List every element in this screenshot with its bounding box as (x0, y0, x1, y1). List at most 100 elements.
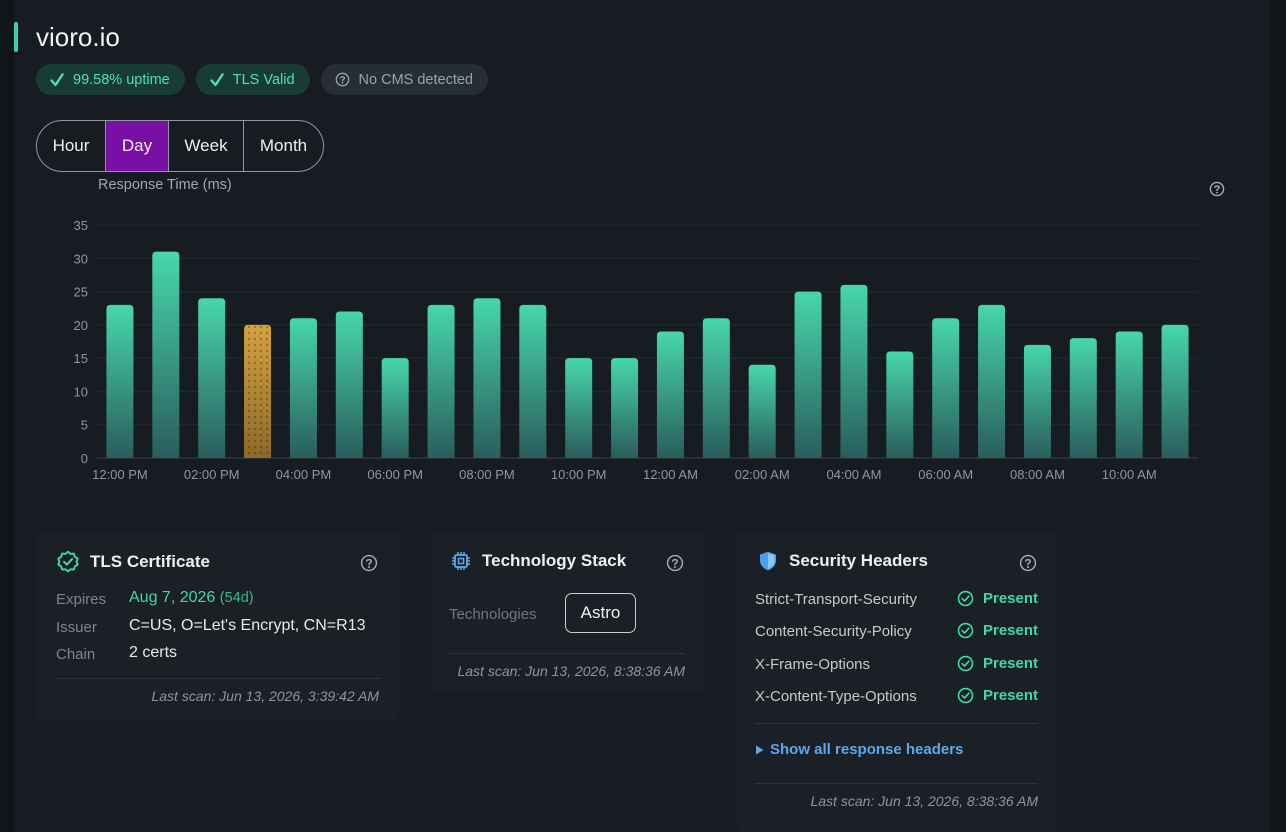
header-status-label: Present (983, 687, 1039, 704)
chart-bar[interactable] (565, 358, 593, 458)
check-circle-icon (957, 655, 974, 672)
chain-value: 2 certs (129, 644, 178, 661)
header-status-label: Present (983, 590, 1039, 607)
chart-bar[interactable] (106, 304, 134, 458)
header-status-xcto: Present (957, 687, 1038, 704)
chart-bar[interactable] (886, 351, 914, 458)
tech-card-title: Technology Stack (482, 551, 627, 570)
chart-bar-highlight-shade (244, 324, 272, 458)
expires-label: Expires (56, 591, 107, 608)
check-icon (210, 72, 224, 86)
chart-bar[interactable] (1069, 338, 1097, 458)
check-circle-icon (957, 687, 974, 704)
x-tick-label: 04:00 AM (826, 467, 881, 482)
show-all-headers-toggle[interactable]: Show all response headers (755, 741, 963, 758)
x-tick-label: 10:00 AM (1102, 467, 1157, 482)
chart-bar[interactable] (381, 358, 409, 458)
tech-card-header: Technology Stack (450, 550, 626, 572)
x-tick-label: 08:00 PM (459, 467, 515, 482)
header-status-label: Present (983, 622, 1039, 639)
chart-bar[interactable] (289, 318, 317, 458)
security-card-title: Security Headers (789, 551, 928, 570)
tls-card-title: TLS Certificate (90, 552, 210, 571)
y-tick-label: 35 (74, 218, 88, 233)
chip-icon (452, 552, 470, 570)
y-tick-label: 15 (74, 351, 88, 366)
y-tick-label: 25 (74, 285, 88, 300)
security-help-icon[interactable] (1019, 554, 1037, 572)
header-name-xfo: X-Frame-Options (755, 656, 871, 673)
chart-bar[interactable] (840, 284, 868, 458)
y-tick-label: 10 (74, 384, 88, 399)
tab-day[interactable]: Day (105, 121, 168, 171)
tls-card-header: TLS Certificate (56, 550, 210, 574)
cms-badge-label: No CMS detected (358, 71, 473, 88)
header-name-csp: Content-Security-Policy (755, 623, 912, 640)
tls-badge: TLS Valid (195, 64, 310, 95)
technology-stack-card (431, 532, 704, 692)
tech-divider (449, 653, 685, 654)
chain-label: Chain (56, 646, 96, 663)
security-divider-top (755, 723, 1038, 724)
chart-bar[interactable] (748, 364, 776, 458)
cms-badge: No CMS detected (320, 64, 488, 95)
x-tick-label: 02:00 PM (184, 467, 240, 482)
expires-value-group: Aug 7, 2026 (54d) (129, 589, 254, 607)
chart-help-icon[interactable] (1209, 181, 1225, 197)
security-card-header: Security Headers (757, 550, 928, 572)
header-name-hsts: Strict-Transport-Security (755, 591, 917, 608)
response-time-chart: 0 5 10 15 20 25 30 35 12:00 PM 02:00 PM 04:00 PM 0… (74, 218, 1198, 482)
question-circle-icon (335, 72, 349, 87)
chart-bar[interactable] (335, 311, 363, 458)
chart-bar[interactable] (794, 291, 822, 458)
chart-bar[interactable] (702, 318, 730, 458)
tech-help-icon[interactable] (666, 554, 684, 572)
tls-help-icon[interactable] (360, 554, 378, 572)
header-status-label: Present (983, 655, 1039, 672)
expires-value: Aug 7, 2026 (129, 589, 216, 606)
header-name-xcto: X-Content-Type-Options (755, 688, 917, 705)
x-tick-label: 06:00 AM (918, 467, 973, 482)
tab-month[interactable]: Month (243, 121, 323, 171)
chart-bar[interactable] (1023, 344, 1051, 458)
chart-bar[interactable] (198, 298, 226, 458)
chart-bar[interactable] (1115, 331, 1143, 458)
check-circle-icon (957, 622, 974, 639)
y-tick-label: 0 (81, 451, 88, 466)
header-status-hsts: Present (957, 590, 1038, 607)
uptime-badge: 99.58% uptime (36, 64, 185, 95)
x-tick-label: 08:00 AM (1010, 467, 1065, 482)
chart-bar[interactable] (152, 251, 180, 458)
range-selector: Hour Day Week Month (36, 120, 324, 172)
chart-bar[interactable] (611, 358, 639, 458)
security-headers-card (737, 532, 1057, 832)
title-accent-bar (14, 22, 18, 52)
tls-divider (56, 678, 381, 679)
chart-bar[interactable] (473, 298, 501, 458)
x-tick-label: 06:00 PM (367, 467, 423, 482)
tls-badge-label: TLS Valid (232, 71, 295, 88)
issuer-value: C=US, O=Let's Encrypt, CN=R13 (129, 617, 366, 634)
tech-pill-astro[interactable]: Astro (565, 593, 636, 633)
status-badges: 99.58% uptime TLS Valid No CMS detected (36, 64, 488, 95)
chart-bar[interactable] (656, 331, 684, 458)
security-last-scan: Last scan: Jun 13, 2026, 8:38:36 AM (810, 793, 1038, 809)
tab-week[interactable]: Week (168, 121, 243, 171)
verified-badge-icon (57, 550, 79, 573)
chart-bar[interactable] (932, 318, 960, 458)
tab-hour[interactable]: Hour (52, 136, 90, 155)
uptime-badge-label: 99.58% uptime (73, 71, 170, 88)
y-tick-label: 20 (74, 318, 88, 333)
chart-bar[interactable] (1161, 324, 1189, 458)
chart-bar[interactable] (519, 304, 547, 458)
y-tick-label: 5 (81, 418, 88, 433)
show-all-headers-label: Show all response headers (770, 741, 964, 758)
tls-certificate-card (37, 532, 399, 720)
header-status-csp: Present (957, 622, 1038, 639)
security-divider-bottom (755, 783, 1038, 784)
x-tick-label: 02:00 AM (735, 467, 790, 482)
tls-last-scan: Last scan: Jun 13, 2026, 3:39:42 AM (151, 688, 379, 704)
tech-last-scan: Last scan: Jun 13, 2026, 8:38:36 AM (457, 663, 685, 679)
chart-bar[interactable] (978, 304, 1006, 458)
chart-bar[interactable] (427, 304, 455, 458)
